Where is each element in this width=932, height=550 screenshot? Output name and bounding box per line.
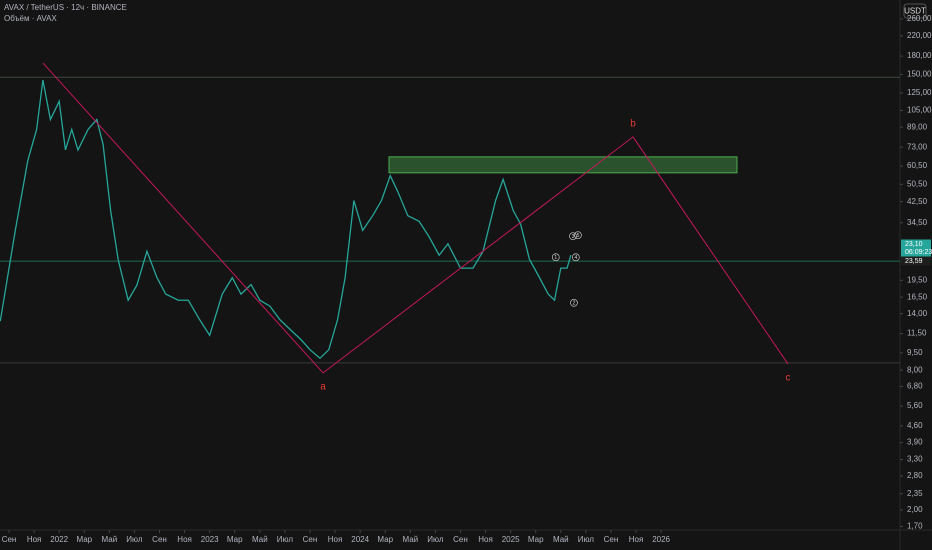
y-tick-label: 50,50 [907,179,928,188]
x-tick-label: Ноя [629,535,644,544]
y-tick-label: 6,80 [907,382,923,391]
x-tick-label: Мар [528,535,544,544]
y-tick-label: 5,60 [907,401,923,410]
currency-button[interactable] [903,3,927,19]
y-tick-label: 60,50 [907,161,928,170]
count-label: 1 [554,255,557,261]
wave-label: c [786,373,791,384]
y-tick-label: 19,50 [907,275,928,284]
y-tick-label: 2,35 [907,489,923,498]
y-tick-label: 150,00 [907,70,932,79]
price-line [0,79,572,360]
count-marker [570,298,578,307]
x-tick-label: Май [102,535,118,544]
x-tick-label: Ноя [177,535,192,544]
x-tick-label: Май [402,535,418,544]
x-tick-label: Сен [453,535,468,544]
y-tick-label: 105,00 [907,106,932,115]
x-tick-label: Май [553,535,569,544]
y-tick-label: 260,00 [907,14,932,23]
x-tick-label: Ноя [478,535,493,544]
count-marker [574,231,582,240]
x-tick-label: 2023 [201,535,219,544]
price-tag-label: 23,10 [905,241,923,248]
x-tick-label: Июл [126,535,143,544]
x-tick-label: Сен [152,535,167,544]
x-tick-label: Июл [427,535,444,544]
x-tick-label: Ноя [27,535,42,544]
count-label: 3 [572,234,575,240]
y-tick-label: 73,00 [907,142,928,151]
x-tick-label: 2026 [652,535,670,544]
y-tick-label: 2,80 [907,471,923,480]
count-label: 2 [573,301,576,307]
y-tick-label: 4,60 [907,421,923,430]
x-tick-label: 2022 [50,535,68,544]
x-tick-label: Сен [604,535,619,544]
chart-title: AVAX / TetherUS · 12ч · BINANCE [4,3,127,12]
y-tick-label: 3,90 [907,438,923,447]
count-label: 4 [574,255,577,261]
price-tag [901,239,931,249]
y-tick-label: 8,00 [907,365,923,374]
x-tick-label: Июл [277,535,294,544]
y-tick-label: 42,50 [907,197,928,206]
y-tick-label: 34,50 [907,218,928,227]
x-tick-label: Ноя [328,535,343,544]
y-tick-label: 3,30 [907,455,923,464]
count-marker [569,232,577,241]
x-tick-label: Мар [227,535,243,544]
price-tag-label: 06:09:23 [905,249,932,256]
x-tick-label: Июл [578,535,595,544]
y-tick-label: 125,00 [907,88,932,97]
y-tick-label: 220,00 [907,31,932,40]
y-tick-label: 11,50 [907,329,927,338]
price-tag-label: 23,59 [905,258,923,265]
chart-subtitle: Объём · AVAX [4,14,57,23]
y-tick-label: 180,00 [907,51,932,60]
x-tick-label: Сен [2,535,17,544]
wave-label: b [630,119,636,130]
count-marker [571,253,580,262]
x-tick-label: 2024 [351,535,369,544]
currency-button-label[interactable]: USDT [904,7,926,16]
x-tick-label: 2025 [502,535,520,544]
x-tick-label: Мар [76,535,92,544]
y-tick-label: 1,70 [907,521,923,530]
x-tick-label: Май [252,535,268,544]
wave-line [42,62,789,374]
target-zone [388,156,738,174]
y-tick-label: 9,50 [907,348,923,357]
y-tick-label: 16,50 [907,292,928,301]
price-tag [901,247,931,257]
wave-label: a [320,381,326,392]
count-marker [551,253,560,262]
y-tick-label: 2,00 [907,505,923,514]
count-label: 5 [577,233,580,239]
x-tick-label: Сен [303,535,318,544]
x-tick-label: Мар [377,535,393,544]
price-tag [901,256,931,266]
y-tick-label: 14,00 [907,309,928,318]
y-tick-label: 89,00 [907,122,928,131]
